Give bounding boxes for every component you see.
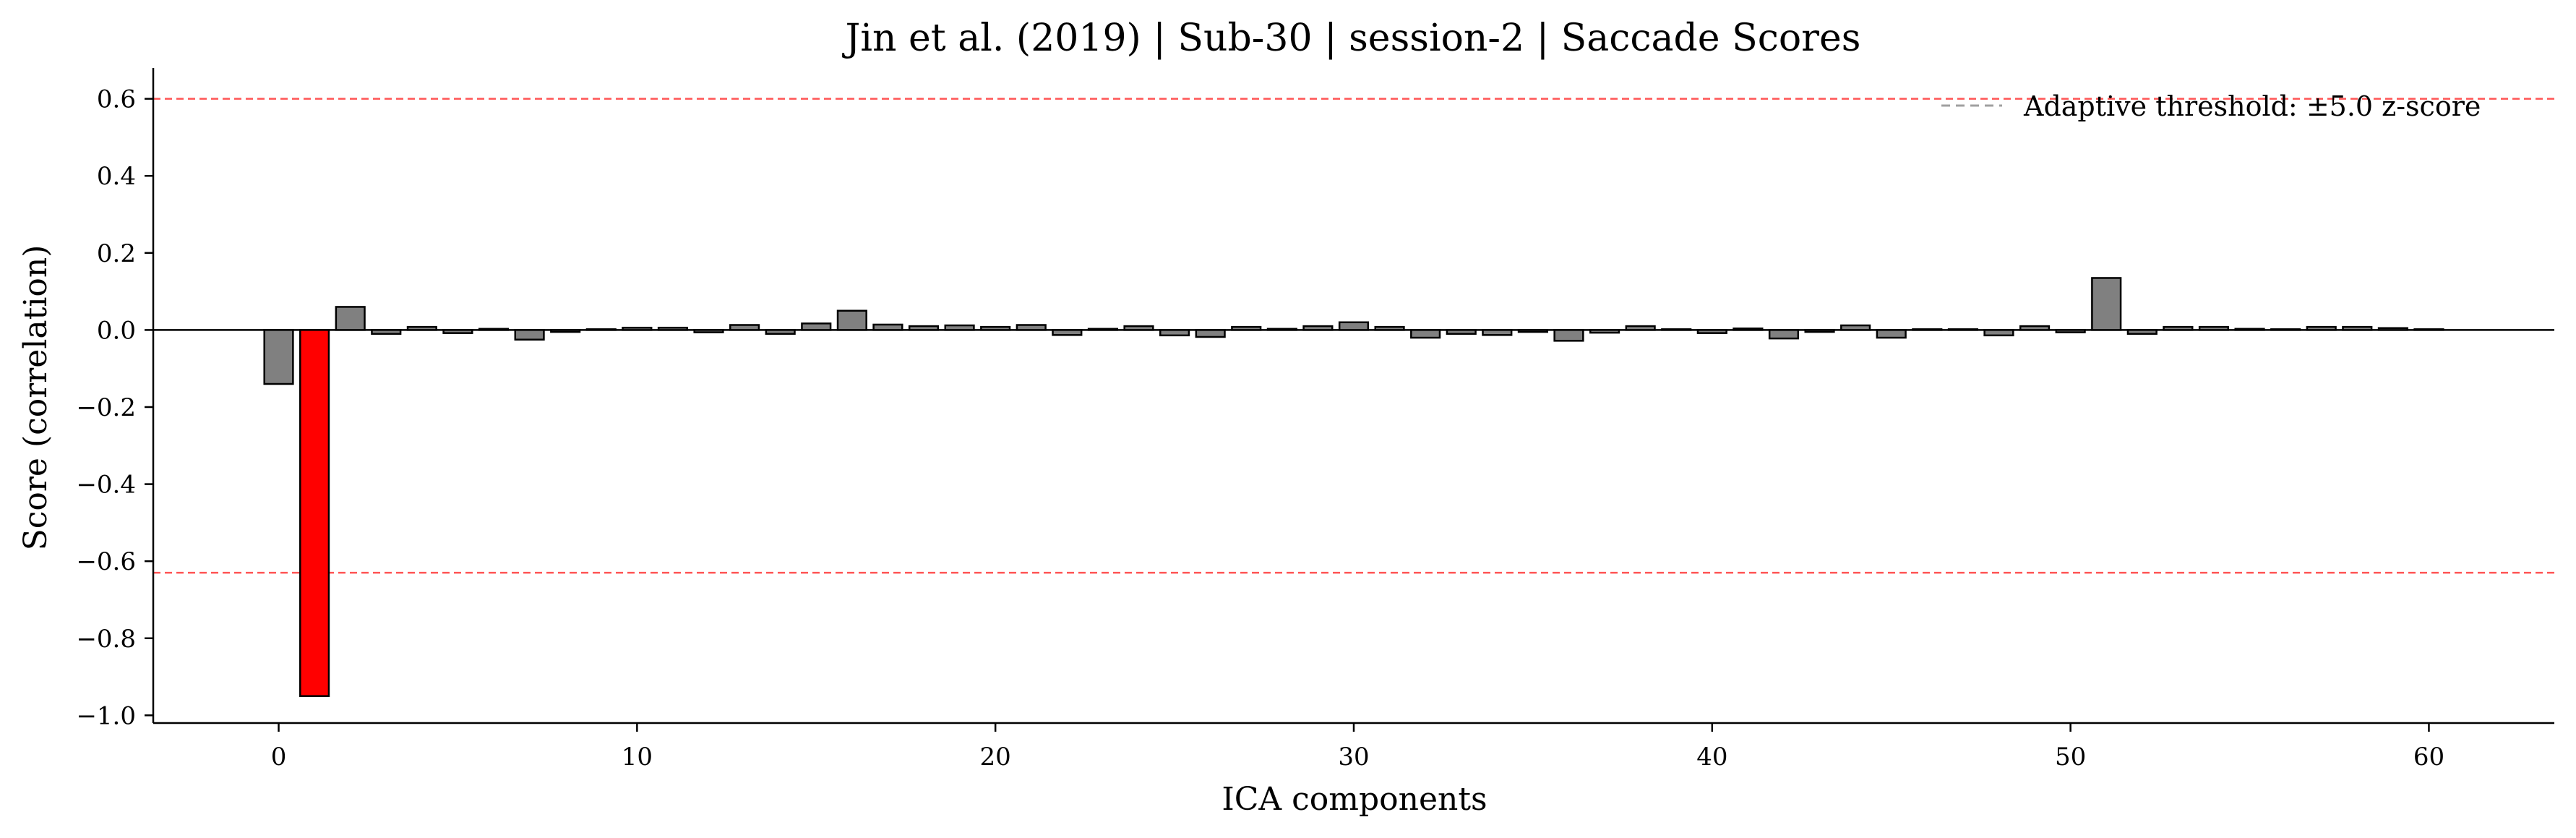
bar-component-21 (1016, 324, 1047, 331)
bar-component-29 (1302, 325, 1334, 331)
bar-component-17 (872, 323, 903, 331)
bar-component-54 (2198, 325, 2230, 331)
bar-component-48 (1983, 329, 2014, 337)
bar-component-40 (1696, 329, 1727, 334)
bar-component-55 (2234, 328, 2265, 331)
bar-component-11 (657, 326, 689, 331)
threshold-lines (153, 98, 2554, 574)
bar-component-33 (1446, 329, 1477, 335)
bar-component-25 (1159, 329, 1190, 337)
bar-component-51 (2091, 277, 2122, 331)
x-tick-label: 10 (622, 743, 653, 771)
y-tick-label: −0.6 (76, 547, 136, 576)
bar-component-20 (980, 325, 1011, 331)
bar-component-31 (1374, 325, 1405, 331)
bar-component-14 (765, 329, 796, 335)
bar-component-58 (2342, 325, 2373, 331)
bar-component-26 (1195, 329, 1226, 338)
bar-component-57 (2306, 325, 2337, 331)
bar-component-5 (442, 329, 473, 334)
bar-component-30 (1338, 321, 1370, 331)
x-tick-label: 60 (2413, 743, 2444, 771)
x-tick-label: 0 (271, 743, 287, 771)
chart-title: Jin et al. (2019) | Sub-30 | session-2 |… (842, 17, 1861, 60)
bar-component-35 (1517, 329, 1548, 333)
bar-component-8 (550, 329, 581, 333)
y-tick-label: 0.4 (97, 162, 136, 191)
bar-component-43 (1804, 329, 1835, 333)
x-tick-label: 50 (2055, 743, 2086, 771)
bar-component-22 (1052, 329, 1083, 336)
bar-component-24 (1123, 325, 1154, 331)
legend: Adaptive threshold: ±5.0 z-score (1941, 90, 2481, 122)
bar-component-28 (1266, 328, 1297, 331)
bar-component-2 (335, 306, 366, 331)
bar-component-49 (2019, 325, 2051, 331)
bar-component-44 (1840, 324, 1871, 331)
bar-component-46 (1912, 328, 1943, 331)
bar-component-6 (478, 328, 510, 331)
y-axis-ticks: 0.6 0.4 0.2 0.0 −0.2 −0.4 −0.6 −0.8 −1.0 (76, 85, 153, 730)
bar-component-3 (371, 329, 402, 335)
x-axis-label: ICA components (1222, 781, 1487, 818)
bar-component-27 (1231, 325, 1262, 331)
bar-component-13 (729, 324, 760, 331)
bar-component-39 (1661, 328, 1692, 331)
x-tick-label: 20 (980, 743, 1011, 771)
bar-component-36 (1553, 329, 1584, 342)
y-tick-label: −0.2 (76, 393, 136, 422)
bar-component-59 (2377, 327, 2408, 331)
bar-component-12 (693, 329, 724, 333)
y-tick-label: −0.8 (76, 625, 136, 654)
bar-component-56 (2270, 328, 2301, 331)
bar-component-45 (1876, 329, 1907, 339)
bar-component-41 (1733, 328, 1764, 331)
bar-component-47 (1947, 328, 1978, 331)
bar-component-52 (2126, 329, 2158, 335)
bar-component-19 (944, 324, 975, 331)
y-tick-label: 0.6 (97, 85, 136, 114)
bar-component-15 (801, 322, 832, 331)
y-tick-label: 0.2 (97, 239, 136, 268)
bar-component-34 (1482, 329, 1513, 336)
bar-component-0 (263, 329, 294, 385)
bar-component-9 (585, 328, 617, 331)
bar-component-16 (836, 309, 867, 331)
bar-component-1 (299, 329, 330, 697)
x-axis-ticks: 0 10 20 30 40 50 60 (271, 723, 2444, 771)
bar-component-18 (908, 325, 940, 331)
bar-component-10 (622, 326, 653, 331)
y-tick-label: −1.0 (76, 701, 136, 730)
x-tick-label: 30 (1338, 743, 1369, 771)
x-tick-label: 40 (1696, 743, 1727, 771)
bar-component-50 (2055, 329, 2086, 333)
bar-component-53 (2163, 325, 2194, 331)
bar-component-38 (1625, 325, 1656, 331)
bar-component-23 (1087, 328, 1119, 331)
legend-entry-label: Adaptive threshold: ±5.0 z-score (2023, 90, 2481, 122)
bar-component-32 (1410, 329, 1441, 339)
bars (263, 277, 2444, 697)
bar-component-60 (2413, 328, 2444, 331)
bar-component-4 (406, 325, 437, 331)
y-tick-label: 0.0 (97, 316, 136, 345)
bar-component-37 (1589, 329, 1620, 334)
y-tick-label: −0.4 (76, 471, 136, 500)
bar-component-7 (514, 329, 545, 341)
bar-component-42 (1768, 329, 1800, 340)
y-axis-label: Score (correlation) (17, 245, 54, 551)
